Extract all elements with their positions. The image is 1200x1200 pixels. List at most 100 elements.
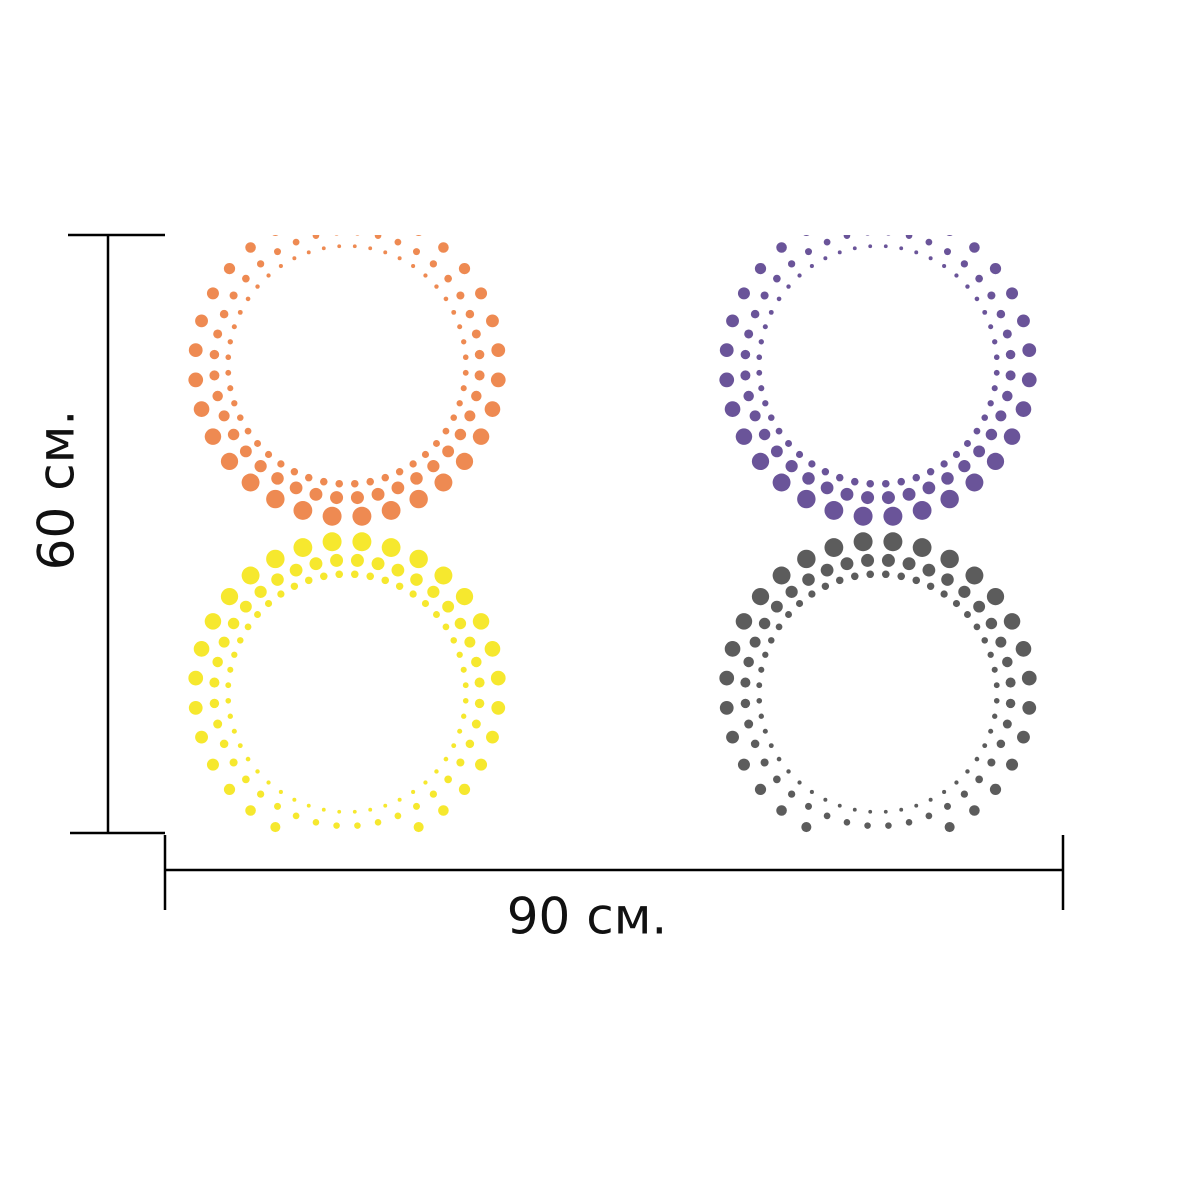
dot bbox=[421, 450, 430, 459]
dot bbox=[982, 309, 988, 315]
dot bbox=[809, 789, 814, 795]
dot bbox=[1002, 329, 1012, 339]
dot bbox=[271, 573, 284, 586]
dot bbox=[1005, 370, 1016, 381]
dot bbox=[321, 807, 326, 812]
dot bbox=[805, 248, 812, 256]
dot bbox=[193, 401, 210, 417]
dot bbox=[461, 713, 467, 719]
dot bbox=[740, 349, 751, 360]
dot bbox=[840, 557, 854, 571]
dot bbox=[266, 549, 285, 569]
dot bbox=[987, 651, 994, 658]
dot bbox=[491, 701, 506, 715]
dot bbox=[227, 666, 234, 673]
dot bbox=[942, 263, 947, 269]
dot bbox=[188, 670, 204, 686]
dot bbox=[204, 613, 222, 630]
dot bbox=[775, 427, 783, 435]
dot bbox=[802, 472, 815, 485]
dot bbox=[992, 713, 998, 719]
dot bbox=[775, 623, 783, 631]
dot bbox=[973, 600, 986, 613]
dot bbox=[751, 452, 770, 471]
dot bbox=[762, 400, 769, 407]
dot bbox=[442, 445, 455, 458]
dot bbox=[829, 215, 839, 225]
dot bbox=[450, 637, 457, 644]
dot bbox=[988, 728, 994, 734]
dot bbox=[851, 572, 859, 581]
dot bbox=[410, 573, 423, 586]
dot bbox=[434, 284, 439, 289]
dot bbox=[820, 481, 834, 495]
dot bbox=[719, 343, 734, 357]
dot bbox=[1015, 401, 1032, 417]
dot bbox=[290, 468, 299, 476]
dot bbox=[805, 802, 812, 810]
dot bbox=[461, 339, 467, 345]
dot bbox=[193, 641, 210, 657]
dot bbox=[423, 273, 428, 278]
dot bbox=[213, 719, 223, 729]
dot bbox=[925, 238, 933, 246]
dot bbox=[484, 401, 501, 417]
dot bbox=[940, 549, 959, 569]
dot bbox=[940, 590, 948, 598]
dot bbox=[865, 235, 870, 236]
dot bbox=[724, 641, 741, 657]
dot bbox=[474, 698, 485, 709]
dot bbox=[471, 390, 482, 402]
dot bbox=[421, 599, 430, 608]
dot bbox=[278, 789, 283, 795]
dot bbox=[724, 401, 741, 417]
dot bbox=[289, 563, 303, 577]
dot bbox=[995, 410, 1007, 422]
dot bbox=[917, 834, 927, 844]
dot bbox=[352, 532, 372, 552]
dot bbox=[242, 775, 250, 784]
dot bbox=[292, 238, 300, 246]
dot bbox=[843, 235, 851, 239]
dot bbox=[397, 256, 402, 261]
dot bbox=[785, 439, 793, 447]
dot bbox=[395, 468, 404, 476]
dot bbox=[460, 385, 467, 392]
dot bbox=[266, 780, 271, 785]
dot bbox=[451, 743, 457, 749]
dot bbox=[395, 582, 404, 590]
dot bbox=[330, 491, 344, 505]
dot bbox=[758, 666, 765, 673]
dot bbox=[223, 783, 236, 796]
dot bbox=[465, 309, 475, 319]
dot bbox=[861, 491, 875, 505]
dot bbox=[239, 445, 252, 458]
dot bbox=[881, 491, 895, 505]
dot bbox=[1022, 701, 1037, 715]
dot bbox=[749, 636, 761, 648]
dot bbox=[941, 573, 954, 586]
dot bbox=[946, 235, 953, 236]
dot bbox=[776, 242, 787, 253]
dot bbox=[254, 585, 267, 598]
dot bbox=[321, 246, 326, 251]
dot bbox=[852, 246, 857, 251]
dot bbox=[455, 452, 474, 471]
dot bbox=[981, 637, 988, 644]
dot bbox=[768, 637, 775, 644]
dot bbox=[212, 656, 223, 668]
dot bbox=[960, 260, 969, 268]
dot bbox=[304, 576, 313, 585]
dot bbox=[456, 758, 465, 767]
dot bbox=[209, 698, 220, 709]
dot bbox=[996, 739, 1006, 749]
dot bbox=[456, 400, 463, 407]
dot bbox=[350, 479, 359, 488]
dot bbox=[229, 291, 238, 300]
dot bbox=[829, 834, 839, 844]
dot bbox=[954, 780, 959, 785]
dot bbox=[785, 460, 798, 473]
dot bbox=[438, 805, 449, 816]
dot bbox=[225, 682, 232, 689]
dot bbox=[837, 250, 842, 255]
